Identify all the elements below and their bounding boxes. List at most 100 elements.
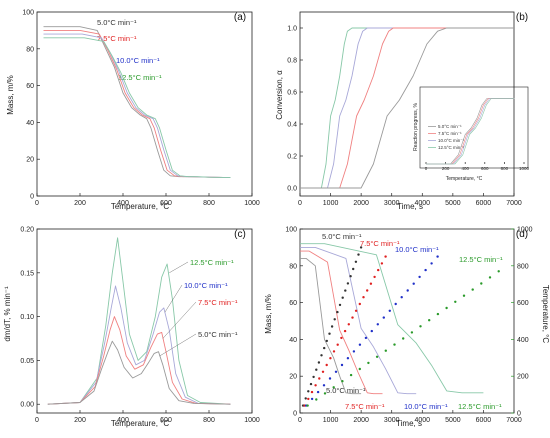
panel-d-temp-point-2-14	[388, 309, 391, 312]
panel-d-temp-point-3-20	[480, 282, 483, 285]
panel-b-inset-legend-10: 10.0°C min⁻¹	[438, 138, 465, 143]
panel-c-xlabel: Temperature, °C	[111, 419, 170, 428]
panel-b-xtick-label-2: 2000	[353, 200, 369, 207]
panel-d-plot-frame	[299, 228, 515, 414]
panel-d-temp-point-2-8	[352, 350, 356, 353]
panel-d-temp-point-1-18	[369, 282, 373, 285]
panel-d-temp-point-1-15	[358, 302, 361, 306]
panel-d-temp-point-1-8	[332, 350, 336, 353]
panel-a-plot-frame	[36, 11, 253, 197]
panel-b-ytick-label-3: 0.6	[287, 90, 297, 97]
panel-a-xtick-label-3: 600	[160, 200, 172, 207]
panel-b-xtick-label-4: 4000	[414, 200, 430, 207]
panel-a-label-7: 7.5°C min⁻¹	[97, 34, 137, 43]
panel-d-xtick-label-1: 1000	[323, 417, 339, 424]
panel-d-temp-point-2-21	[430, 262, 433, 265]
panel-d-ytick-label-2: 40	[289, 337, 297, 344]
panel-d-temp-point-2-11	[370, 329, 373, 333]
panel-d-ytick-label-4: 80	[289, 263, 297, 270]
panel-a-xtick-label-2: 400	[117, 200, 129, 207]
panel-c-ylabel: dm/dT, % min⁻¹	[3, 286, 12, 342]
panel-d-temp-point-3-10	[393, 343, 396, 346]
panel-d-temp-point-1-9	[336, 343, 339, 346]
panel-d-temp-point-2-9	[358, 343, 362, 346]
panel-d-temp-point-2-19	[418, 275, 421, 279]
panel-b-xtick-label-7: 7000	[506, 200, 522, 207]
panel-b-inset-legend-5: 5.0°C min⁻¹	[438, 124, 462, 129]
panel-c-leader-3	[159, 333, 197, 357]
panel-b-ytick-label-1: 0.2	[287, 154, 297, 161]
panel-d-temp-point-0-14	[338, 303, 342, 307]
panel-d-mass-series-0	[300, 257, 362, 395]
panel-b-xtick-label-5: 5000	[445, 200, 461, 207]
panel-d-xtick-label-6: 6000	[476, 417, 492, 424]
panel-b-inset-series-0	[426, 98, 515, 165]
panel-c-ytick-label-1: 0.05	[20, 358, 34, 365]
panel-d-bottom-label-10: 10.0°C min⁻¹	[404, 402, 448, 411]
panel-d-temp-point-2-22	[436, 255, 439, 258]
panel-a-xtick-label-4: 800	[203, 200, 215, 207]
panel-d-temp-point-1-16	[362, 296, 365, 299]
panel-d-temp-point-0-17	[346, 282, 350, 285]
panel-d-temp-point-1-7	[329, 357, 332, 360]
panel-a-label: (a)	[234, 12, 246, 23]
panel-d-temp-point-2-5	[334, 370, 338, 373]
panel-d-ytick-right-label-0: 0	[517, 411, 521, 418]
panel-d-temp-point-2-2	[316, 390, 320, 394]
panel-b-inset-xtick-label-0: 0	[425, 166, 428, 171]
panel-d-top-label-5: 5.0°C min⁻¹	[322, 232, 362, 241]
panel-d-temp-point-0-19	[352, 267, 355, 271]
panel-a-xtick-label-0: 0	[35, 200, 39, 207]
panel-d-temp-point-0-13	[336, 310, 339, 314]
panel-d-xtick-label-3: 3000	[384, 417, 400, 424]
panel-d-ytick-label-5: 100	[285, 227, 297, 234]
panel-a-label-10: 10.0°C min⁻¹	[116, 56, 160, 65]
panel-c-xtick-label-1: 200	[74, 417, 86, 424]
panel-d-temp-point-1-13	[351, 316, 354, 319]
panel-d-temp-point-3-2	[323, 392, 327, 395]
panel-d-temp-point-3-19	[471, 288, 474, 291]
panel-d-top-label-10: 10.0°C min⁻¹	[395, 245, 439, 254]
panel-d-ytick-right-label-2: 400	[517, 337, 529, 344]
panel-d-temp-point-0-16	[344, 289, 347, 292]
panel-d-ytick-right-label-1: 200	[517, 374, 529, 381]
panel-d-temp-point-1-20	[377, 268, 380, 272]
panel-a-xlabel: Temperature, °C	[111, 202, 170, 211]
panel-b-xtick-label-6: 6000	[476, 200, 492, 207]
panel-b: (b) Time, s Conversion, α Temperature, °…	[275, 11, 530, 211]
panel-b-ytick-label-0: 0.0	[287, 186, 297, 193]
panel-b-ytick-label-2: 0.4	[287, 122, 297, 129]
panel-d-xtick-label-5: 5000	[445, 417, 461, 424]
panel-c-label-5: 5.0°C min⁻¹	[198, 330, 238, 339]
panel-d-temp-point-3-8	[375, 355, 379, 358]
panel-c-ytick-label-4: 0.20	[20, 227, 34, 234]
panel-c-series-1	[47, 285, 231, 405]
panel-d-temp-point-1-14	[354, 309, 358, 312]
panel-a-label-5: 5.0°C min⁻¹	[97, 18, 137, 27]
panel-d-temp-point-1-22	[384, 255, 387, 258]
panel-b-inset-xlabel: Temperature, °C	[446, 176, 483, 182]
panel-d-temp-point-1-3	[314, 384, 317, 387]
panel-d-temp-point-2-3	[322, 384, 326, 387]
panel-d-ytick-label-3: 60	[289, 300, 297, 307]
panel-d-xtick-label-2: 2000	[353, 417, 369, 424]
panel-c-label-12: 12.5°C min⁻¹	[190, 258, 234, 267]
panel-b-inset-series-2	[426, 98, 515, 165]
panel-a-series-1	[43, 29, 231, 179]
panel-d-temp-point-0-6	[317, 361, 321, 364]
panel-c-xtick-label-4: 800	[203, 417, 215, 424]
panel-d-temp-point-0-15	[341, 296, 344, 299]
panel-d-ytick-label-1: 20	[289, 374, 297, 381]
panel-d-temp-point-1-11	[343, 329, 347, 333]
panel-c-label: (c)	[234, 229, 246, 240]
panel-d-temp-point-2-6	[340, 363, 344, 367]
panel-d-temp-point-1-5	[321, 370, 325, 373]
panel-c-series-0	[47, 237, 231, 405]
panel-c-plot-frame	[36, 228, 253, 414]
panel-d-temp-point-0-2	[307, 390, 310, 393]
panel-d-xtick-label-7: 7000	[506, 417, 522, 424]
panel-d-temp-point-2-1	[310, 397, 314, 401]
panel-b-inset-xtick-label-2: 400	[461, 166, 469, 171]
